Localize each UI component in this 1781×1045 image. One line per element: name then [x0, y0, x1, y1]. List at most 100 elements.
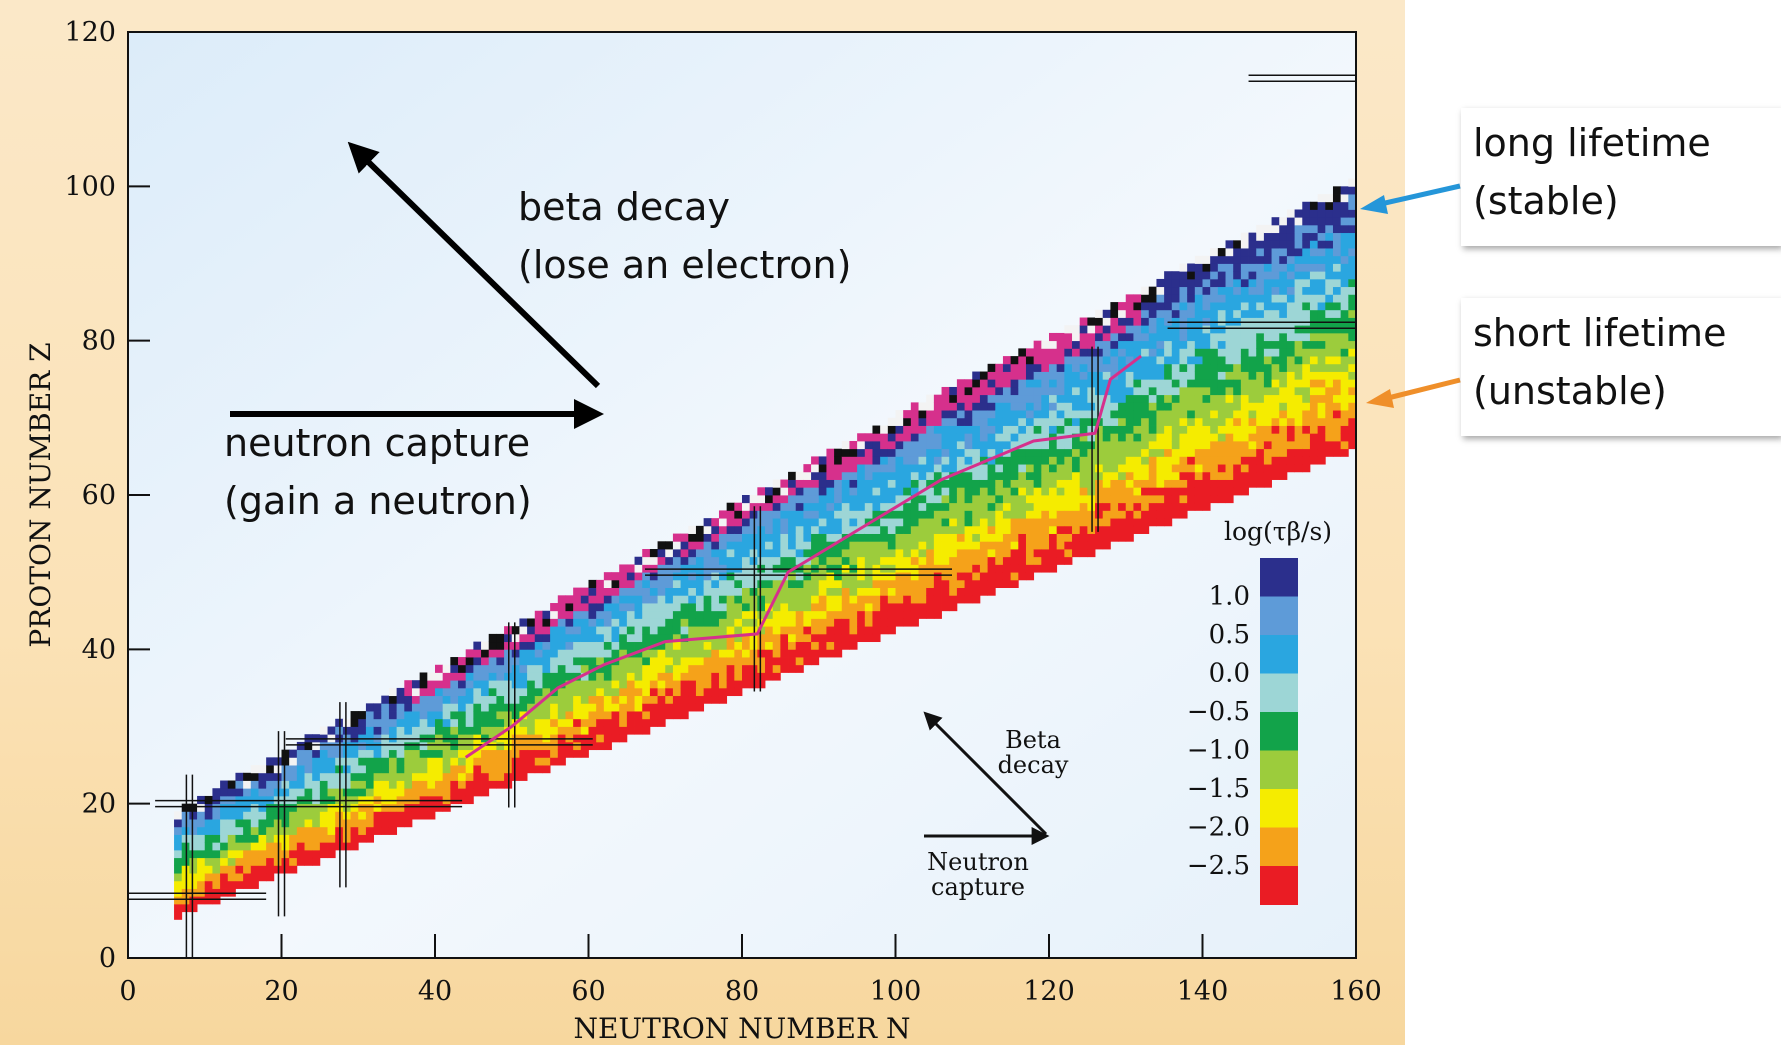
nuclide-cell: [496, 726, 505, 735]
nuclide-cell: [1187, 433, 1196, 442]
nuclide-cell: [519, 664, 528, 673]
nuclide-cell: [1148, 410, 1157, 419]
nuclide-cell: [1309, 209, 1319, 218]
nuclide-cell: [1110, 309, 1119, 318]
nuclide-cell: [834, 610, 843, 619]
nuclide-cell: [695, 533, 705, 542]
x-tick-label: 120: [1023, 976, 1075, 1007]
nuclide-cell: [1210, 448, 1219, 457]
nuclide-cell: [1018, 464, 1027, 473]
nuclide-cell: [1332, 217, 1342, 226]
nuclide-cell: [619, 641, 628, 650]
nuclide-cell: [910, 610, 919, 619]
nuclide-cell: [358, 749, 367, 758]
nuclide-cell: [1164, 302, 1173, 311]
nuclide-cell: [319, 726, 328, 735]
nuclide-cell: [941, 448, 950, 457]
nuclide-cell: [1248, 340, 1257, 349]
nuclide-cell: [1279, 325, 1288, 334]
nuclide-cell: [281, 788, 290, 797]
nuclide-cell: [987, 471, 996, 480]
nuclide-cell: [1179, 433, 1188, 442]
nuclide-cell: [266, 873, 275, 882]
nuclide-cell: [212, 803, 221, 812]
nuclide-cell: [1348, 186, 1357, 195]
nuclide-cell: [573, 726, 582, 735]
nuclide-cell: [1325, 271, 1334, 280]
nuclide-cell: [243, 803, 252, 812]
nuclide-cell: [1056, 417, 1065, 426]
nuclide-cell: [926, 495, 935, 504]
nuclide-cell: [864, 626, 873, 635]
nuclide-cell: [956, 595, 965, 604]
nuclide-cell: [396, 788, 405, 797]
nuclide-cell: [718, 664, 728, 673]
nuclide-cell: [772, 518, 781, 527]
nuclide-cell: [212, 826, 221, 835]
nuclide-cell: [1294, 440, 1303, 450]
nuclide-cell: [1064, 410, 1073, 419]
nuclide-cell: [903, 440, 912, 450]
nuclide-cell: [1033, 448, 1042, 457]
nuclide-cell: [818, 618, 827, 627]
nuclide-cell: [1248, 433, 1257, 442]
nuclide-cell: [527, 649, 536, 658]
nuclide-cell: [1217, 356, 1226, 365]
nuclide-cell: [1309, 332, 1319, 342]
nuclide-cell: [956, 433, 965, 442]
nuclide-cell: [1263, 348, 1272, 357]
nuclide-cell: [1148, 402, 1157, 411]
nuclide-cell: [289, 834, 298, 843]
nuclide-cell: [296, 772, 305, 781]
nuclide-cell: [296, 819, 305, 828]
nuclide-cell: [711, 556, 720, 565]
nuclide-cell: [788, 510, 797, 519]
nuclide-cell: [1233, 417, 1242, 426]
nuclide-cell: [972, 533, 981, 542]
nuclide-cell: [903, 618, 912, 627]
nuclide-cell: [220, 880, 229, 889]
nuclide-cell: [1102, 356, 1111, 365]
nuclide-cell: [1171, 371, 1180, 380]
nuclide-cell: [857, 610, 866, 619]
nuclide-cell: [243, 788, 252, 797]
nuclide-cell: [1248, 425, 1257, 434]
nuclide-cell: [1179, 371, 1188, 380]
nuclide-cell: [1110, 410, 1119, 419]
nuclide-cell: [565, 618, 574, 627]
nuclide-cell: [1056, 533, 1065, 542]
nuclide-cell: [557, 626, 566, 635]
nuclide-cell: [1018, 402, 1027, 411]
nuclide-cell: [1049, 464, 1058, 473]
nuclide-cell: [1018, 541, 1027, 550]
nuclide-cell: [941, 579, 950, 588]
nuclide-cell: [979, 533, 988, 542]
nuclide-cell: [1041, 502, 1050, 511]
nuclide-cell: [834, 572, 843, 581]
nuclide-cell: [450, 657, 459, 666]
nuclide-cell: [703, 649, 712, 658]
nuclide-cell: [987, 371, 996, 380]
nuclide-cell: [511, 749, 520, 758]
nuclide-cell: [266, 788, 275, 797]
nuclide-cell: [611, 687, 620, 697]
nuclide-cell: [565, 633, 574, 643]
nuclide-cell: [972, 556, 981, 565]
nuclide-cell: [1118, 464, 1127, 473]
nuclide-cell: [527, 687, 536, 697]
nuclide-cell: [1018, 417, 1027, 426]
nuclide-cell: [1102, 440, 1111, 450]
nuclide-cell: [1156, 371, 1165, 380]
nuclide-cell: [1118, 433, 1127, 442]
nuclide-cell: [1133, 440, 1142, 450]
nuclide-cell: [1340, 309, 1349, 318]
nuclide-cell: [1225, 271, 1234, 280]
nuclide-cell: [1248, 232, 1257, 241]
nuclide-cell: [634, 595, 643, 604]
nuclide-cell: [726, 610, 735, 619]
nuclide-cell: [1179, 440, 1188, 450]
nuclide-cell: [918, 410, 927, 419]
nuclide-cell: [1325, 232, 1334, 241]
nuclide-cell: [903, 425, 912, 434]
nuclide-cell: [834, 502, 843, 511]
